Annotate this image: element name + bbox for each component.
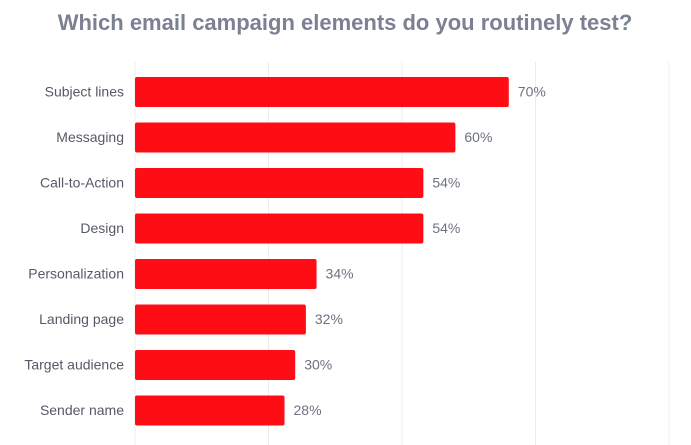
category-label: Personalization: [28, 266, 124, 282]
category-label: Messaging: [56, 129, 124, 145]
bar: [135, 77, 509, 107]
category-label: Subject lines: [45, 84, 124, 100]
chart-title: Which email campaign elements do you rou…: [58, 10, 633, 35]
value-label: 30%: [304, 357, 332, 373]
value-label: 54%: [432, 175, 460, 191]
category-label: Sender name: [40, 402, 124, 418]
bar: [135, 122, 456, 153]
bar: [135, 395, 285, 426]
value-label: 60%: [464, 129, 492, 145]
category-label: Target audience: [24, 357, 124, 373]
bar: [135, 259, 317, 289]
bar: [135, 168, 424, 198]
bar: [135, 350, 296, 380]
value-label: 32%: [315, 311, 343, 327]
value-label: 54%: [432, 220, 460, 236]
category-label: Landing page: [39, 311, 124, 327]
bar: [135, 213, 424, 244]
category-label: Call-to-Action: [40, 175, 124, 191]
value-label: 34%: [326, 266, 354, 282]
bar: [135, 304, 306, 335]
value-label: 28%: [294, 402, 322, 418]
category-label: Design: [80, 220, 124, 236]
value-label: 70%: [518, 84, 546, 100]
